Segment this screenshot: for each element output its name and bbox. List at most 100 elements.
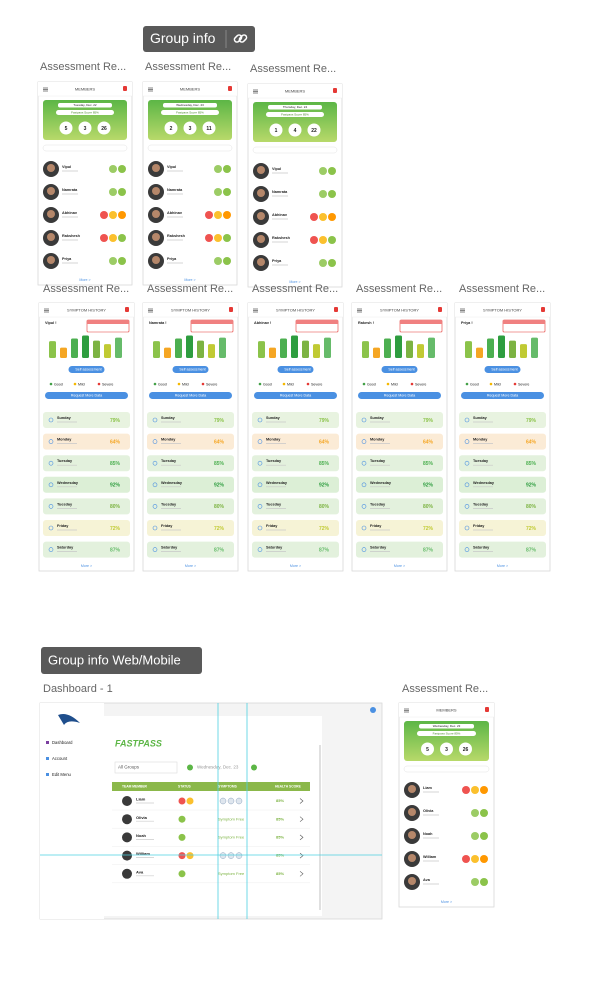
row-chevron[interactable]	[299, 798, 304, 804]
chart-bar	[324, 337, 331, 358]
request-button[interactable]	[358, 392, 441, 399]
request-button[interactable]	[254, 392, 337, 399]
self-assessment-button[interactable]	[381, 366, 418, 373]
self-assessment-button[interactable]	[277, 366, 314, 373]
text: 92%	[214, 483, 225, 489]
text: 79%	[110, 418, 121, 424]
day-row[interactable]	[356, 455, 443, 472]
day-row[interactable]	[356, 498, 443, 515]
day-row[interactable]	[356, 433, 443, 450]
chart-bar	[93, 340, 100, 358]
day-row[interactable]	[43, 541, 130, 558]
self-assessment-button[interactable]	[68, 366, 105, 373]
day-row[interactable]	[356, 412, 443, 428]
day-row[interactable]	[147, 476, 234, 493]
day-row[interactable]	[252, 520, 339, 536]
text: Priya	[62, 257, 72, 261]
day-icon	[464, 439, 470, 444]
status-icon	[214, 211, 222, 219]
score-pill	[56, 110, 114, 115]
day-row[interactable]	[252, 541, 339, 558]
text: Vipul	[272, 167, 281, 171]
text: Fastpass Score 85%	[176, 110, 204, 114]
row-chevron[interactable]	[299, 852, 304, 859]
text: 85%	[110, 461, 121, 467]
text[interactable]: Account	[52, 756, 68, 761]
status-icon	[118, 165, 126, 173]
status-icon	[319, 167, 327, 175]
section-badge[interactable]	[41, 647, 202, 674]
day-row[interactable]	[252, 476, 339, 493]
day-row[interactable]	[43, 455, 130, 472]
day-row[interactable]	[356, 476, 443, 493]
chart-bar	[291, 335, 298, 358]
day-row[interactable]	[147, 433, 234, 450]
text: TEAM MEMBER	[122, 785, 148, 789]
search-bar[interactable]	[42, 144, 128, 152]
logo	[58, 714, 80, 725]
search-bar[interactable]	[403, 765, 490, 773]
day-row[interactable]	[459, 541, 546, 558]
request-button[interactable]	[149, 392, 232, 399]
avatar	[122, 868, 132, 879]
day-row[interactable]	[43, 498, 130, 515]
text: Request More Data	[280, 394, 311, 398]
search-bar[interactable]	[147, 144, 233, 152]
text: Monday	[161, 438, 176, 442]
avatar-face	[47, 210, 55, 218]
day-row[interactable]	[252, 433, 339, 450]
day-row[interactable]	[147, 520, 234, 536]
row-chevron[interactable]	[299, 871, 304, 877]
prev-arrow[interactable]	[187, 764, 193, 771]
day-row[interactable]	[356, 541, 443, 558]
day-row[interactable]	[459, 433, 546, 450]
day-row[interactable]	[43, 520, 130, 536]
self-assessment-button[interactable]	[484, 366, 521, 373]
row-chevron[interactable]	[299, 834, 304, 841]
day-row[interactable]	[356, 520, 443, 536]
day-row[interactable]	[459, 412, 546, 428]
text: Rakesh !	[358, 321, 374, 325]
day-row[interactable]	[43, 412, 130, 428]
stat-circle	[288, 123, 302, 137]
text: 64%	[214, 439, 225, 445]
day-row[interactable]	[147, 541, 234, 558]
day-row[interactable]	[252, 455, 339, 472]
day-row[interactable]	[459, 455, 546, 472]
day-row[interactable]	[43, 476, 130, 493]
score-pill	[266, 112, 324, 117]
day-row[interactable]	[459, 520, 546, 536]
frame-label: Assessment Re...	[145, 61, 231, 73]
self-assessment-button[interactable]	[172, 366, 209, 373]
avatar-face	[152, 164, 160, 172]
avatar-face	[257, 212, 265, 220]
next-arrow[interactable]	[251, 764, 257, 771]
day-icon	[48, 460, 54, 466]
section-label: Group info Web/Mobile	[48, 652, 181, 667]
search-bar[interactable]	[252, 146, 338, 154]
day-row[interactable]	[252, 412, 339, 428]
filter-select[interactable]	[114, 761, 178, 774]
text: Rakshesh	[62, 234, 81, 238]
avatar-face	[257, 189, 265, 197]
day-row[interactable]	[252, 498, 339, 515]
text: Severe	[311, 382, 322, 386]
request-button[interactable]	[461, 392, 544, 399]
text[interactable]: Dashboard	[52, 740, 73, 745]
status-icon	[480, 855, 488, 863]
text[interactable]: Edit Menu	[52, 772, 72, 777]
day-row[interactable]	[147, 455, 234, 472]
day-row[interactable]	[147, 498, 234, 515]
text: Request More Data	[384, 394, 415, 398]
link-icon[interactable]	[233, 34, 248, 43]
day-row[interactable]	[459, 498, 546, 515]
day-row[interactable]	[459, 476, 546, 493]
row-chevron[interactable]	[299, 816, 304, 822]
text: Saturday	[57, 546, 74, 550]
status-icon	[214, 257, 222, 265]
chart-bar	[153, 341, 160, 358]
day-row[interactable]	[147, 412, 234, 428]
day-row[interactable]	[43, 433, 130, 450]
section-badge[interactable]	[143, 26, 255, 52]
request-button[interactable]	[45, 392, 128, 399]
